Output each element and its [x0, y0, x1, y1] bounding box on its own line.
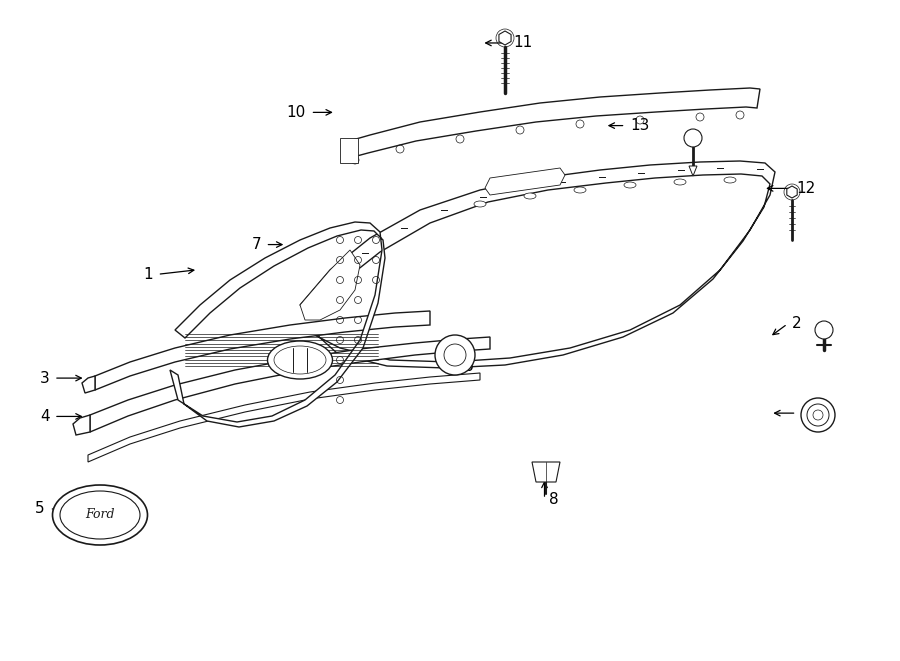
Text: 8: 8 [549, 492, 559, 506]
Polygon shape [485, 168, 565, 195]
Polygon shape [300, 250, 360, 320]
Polygon shape [82, 376, 95, 393]
Text: 9: 9 [801, 406, 811, 420]
Circle shape [435, 335, 475, 375]
Ellipse shape [574, 187, 586, 193]
Polygon shape [340, 138, 358, 163]
Text: 2: 2 [792, 317, 802, 331]
Circle shape [815, 321, 833, 339]
Text: 12: 12 [796, 181, 815, 196]
Polygon shape [300, 161, 775, 368]
Polygon shape [532, 462, 560, 482]
Circle shape [801, 398, 835, 432]
Ellipse shape [267, 341, 332, 379]
Text: 7: 7 [251, 237, 261, 252]
Polygon shape [342, 88, 760, 160]
Polygon shape [689, 166, 697, 176]
Polygon shape [73, 415, 90, 435]
Text: 10: 10 [287, 105, 306, 120]
Polygon shape [90, 337, 490, 432]
Polygon shape [499, 31, 511, 45]
Text: 13: 13 [630, 118, 650, 133]
Ellipse shape [524, 193, 536, 199]
Ellipse shape [674, 179, 686, 185]
Text: 5: 5 [35, 502, 45, 516]
Circle shape [684, 129, 702, 147]
Ellipse shape [52, 485, 148, 545]
Polygon shape [170, 222, 385, 427]
Polygon shape [88, 373, 480, 462]
Text: 4: 4 [40, 409, 50, 424]
Ellipse shape [624, 182, 636, 188]
Text: 1: 1 [143, 267, 153, 282]
Polygon shape [787, 186, 797, 198]
Text: 3: 3 [40, 371, 50, 385]
Text: Ford: Ford [86, 508, 115, 522]
Polygon shape [95, 311, 430, 390]
Ellipse shape [724, 177, 736, 183]
Ellipse shape [474, 201, 486, 207]
Text: 6: 6 [464, 360, 473, 374]
Text: 11: 11 [513, 36, 532, 50]
